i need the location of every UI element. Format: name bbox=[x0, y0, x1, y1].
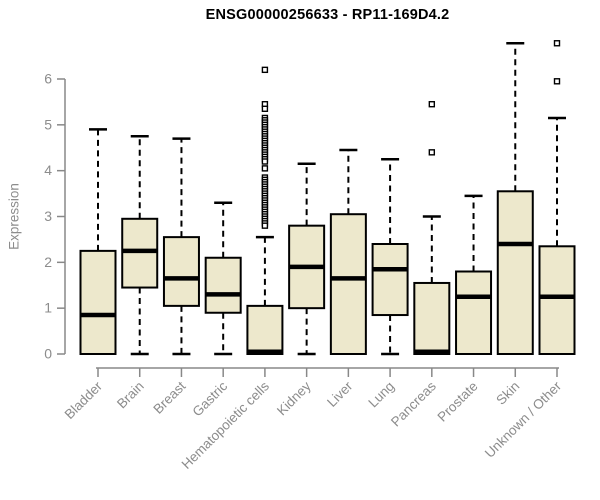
box-unknown-other bbox=[538, 40, 576, 356]
box-gastric bbox=[204, 201, 242, 356]
outlier-point bbox=[261, 222, 269, 229]
x-tick-label-liver: Liver bbox=[324, 378, 356, 410]
x-tick-label-brain: Brain bbox=[114, 379, 147, 412]
iqr-box bbox=[413, 281, 451, 356]
box-lung bbox=[371, 157, 409, 356]
outlier-point bbox=[261, 165, 269, 172]
y-tick-label: 5 bbox=[44, 116, 52, 132]
x-tick-label-gastric: Gastric bbox=[189, 378, 230, 419]
box-hematopoietic-cells bbox=[246, 66, 284, 355]
outlier-point bbox=[261, 158, 269, 165]
box-breast bbox=[162, 137, 200, 356]
box-prostate bbox=[455, 194, 493, 355]
outlier-point bbox=[261, 66, 269, 74]
x-tick-label-breast: Breast bbox=[150, 378, 188, 416]
box-bladder bbox=[79, 128, 117, 355]
y-tick-label: 1 bbox=[44, 300, 52, 316]
y-tick-label: 0 bbox=[44, 346, 52, 362]
outlier-point bbox=[261, 105, 269, 112]
box-liver bbox=[329, 148, 367, 355]
y-tick-label: 2 bbox=[44, 254, 52, 270]
outlier-point bbox=[553, 40, 561, 47]
iqr-box bbox=[455, 270, 493, 355]
outlier-point bbox=[428, 101, 436, 108]
x-tick-label-lung: Lung bbox=[365, 379, 397, 411]
x-tick-label-prostate: Prostate bbox=[435, 379, 481, 425]
iqr-box bbox=[204, 256, 242, 314]
x-tick-label-pancreas: Pancreas bbox=[388, 378, 439, 429]
box-brain bbox=[121, 135, 159, 356]
iqr-box bbox=[79, 249, 117, 355]
iqr-box bbox=[329, 213, 367, 355]
x-tick-label-skin: Skin bbox=[493, 379, 522, 408]
y-axis: 0 1 2 3 4 5 6 bbox=[44, 71, 66, 362]
iqr-box bbox=[162, 236, 200, 307]
iqr-box bbox=[496, 190, 534, 355]
x-tick-label-unknown-other: Unknown / Other bbox=[482, 378, 565, 461]
iqr-box bbox=[121, 217, 159, 289]
iqr-box bbox=[246, 304, 284, 355]
iqr-box bbox=[371, 243, 409, 317]
box-skin bbox=[496, 42, 534, 355]
box-kidney bbox=[288, 162, 326, 356]
chart-title: ENSG00000256633 - RP11-169D4.2 bbox=[205, 7, 450, 23]
x-tick-label-kidney: Kidney bbox=[274, 378, 314, 418]
y-tick-label: 4 bbox=[44, 162, 52, 178]
x-tick-label-bladder: Bladder bbox=[62, 378, 106, 422]
iqr-box bbox=[538, 245, 576, 356]
box-pancreas bbox=[413, 101, 451, 356]
y-tick-label: 6 bbox=[44, 71, 52, 87]
outlier-point bbox=[553, 78, 561, 85]
outlier-point bbox=[428, 149, 436, 156]
y-tick-label: 3 bbox=[44, 208, 52, 224]
